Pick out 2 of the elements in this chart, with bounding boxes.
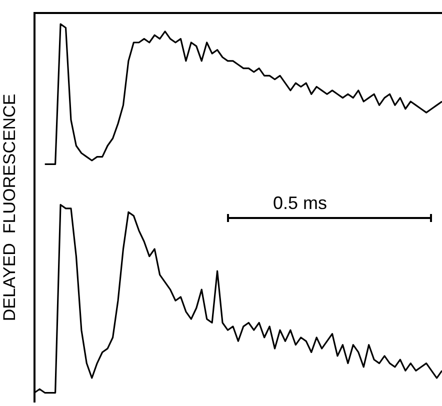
annotation: 0.5 ms — [272, 192, 328, 213]
y-axis-title: DELAYED FLUORESCENCE — [0, 94, 19, 322]
